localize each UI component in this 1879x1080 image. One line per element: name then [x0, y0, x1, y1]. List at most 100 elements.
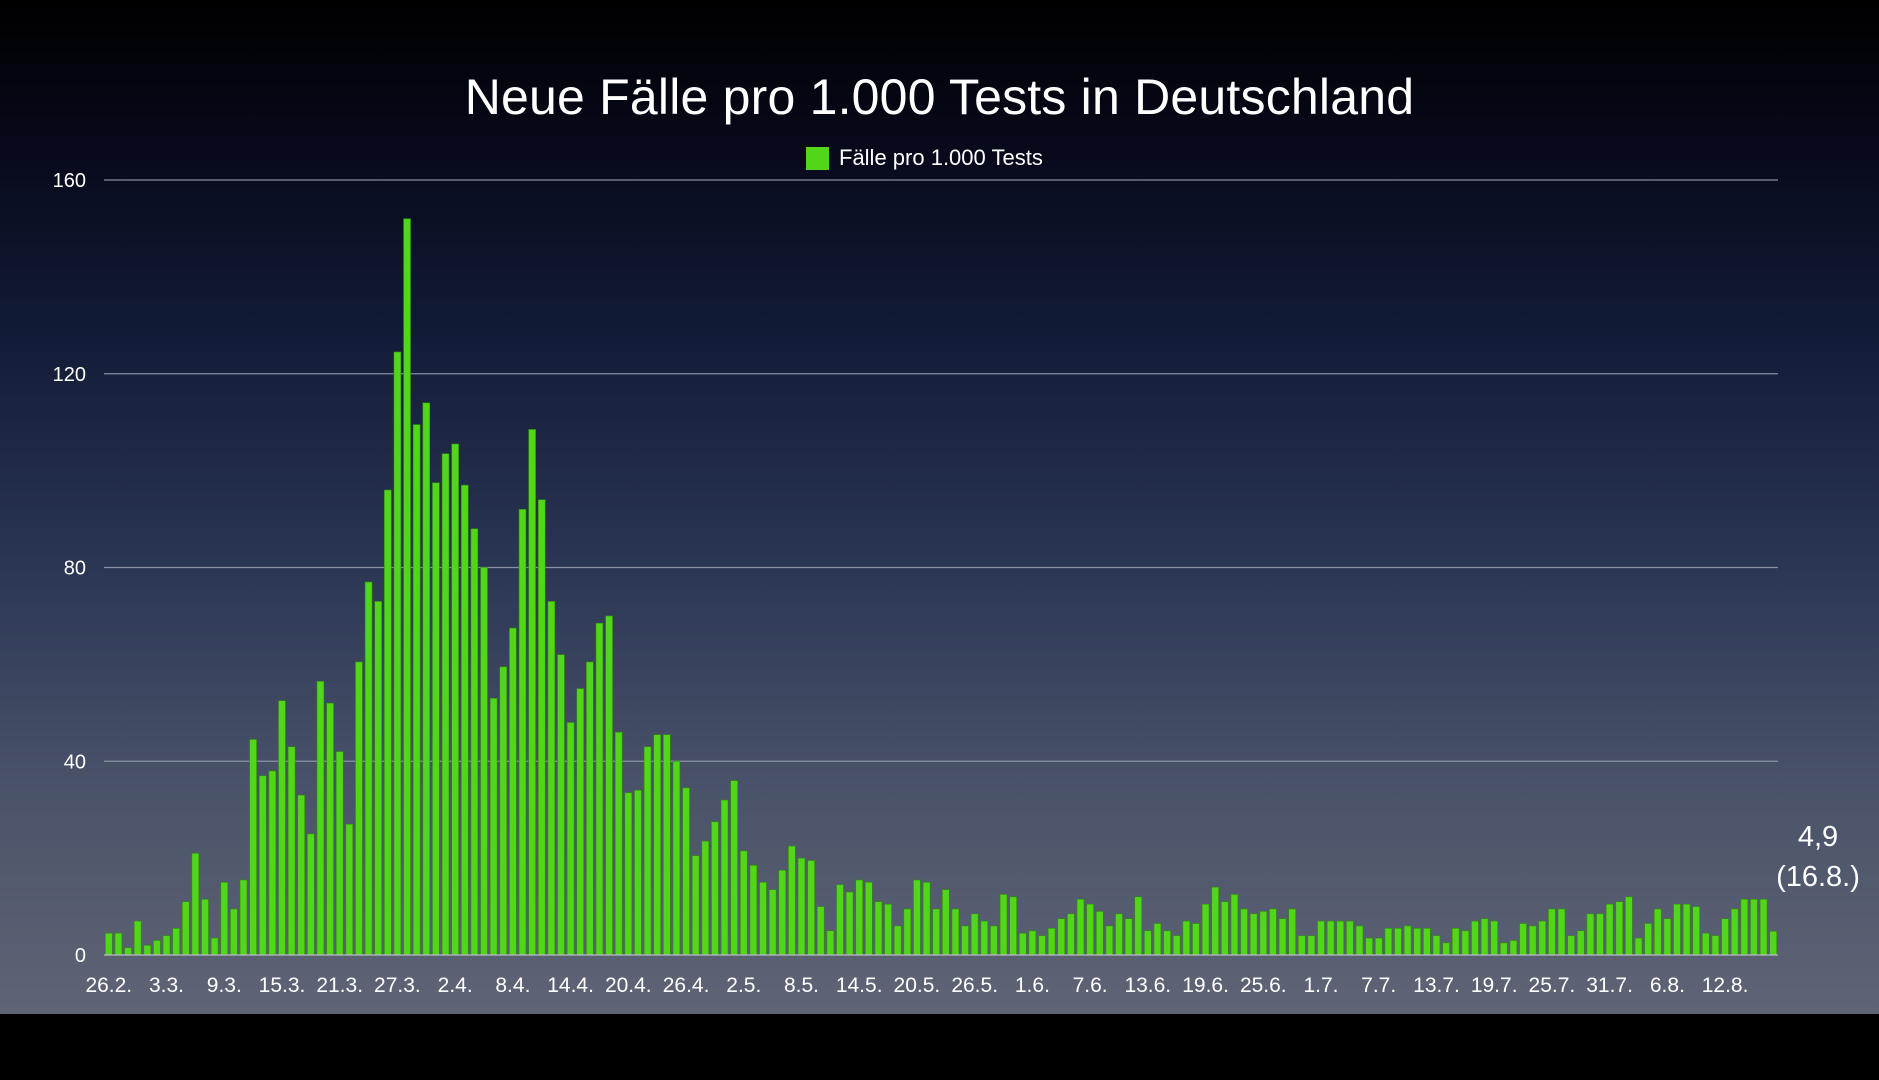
x-tick-label: 7.7.: [1361, 974, 1396, 997]
x-tick-label: 26.4.: [663, 974, 710, 997]
bar: [1394, 928, 1402, 956]
x-tick-label: 19.6.: [1182, 974, 1229, 997]
bar: [1519, 923, 1527, 956]
bar: [961, 925, 969, 956]
x-tick-label: 26.2.: [85, 974, 132, 997]
bar: [249, 739, 257, 956]
bar: [1163, 930, 1171, 956]
bar: [1105, 925, 1114, 956]
x-tick-label: 27.3.: [374, 974, 421, 997]
bar: [730, 780, 738, 956]
bar: [768, 889, 777, 956]
bar: [836, 884, 844, 956]
bar: [364, 581, 373, 956]
bar: [932, 908, 940, 956]
bar: [1721, 918, 1729, 956]
x-tick-label: 26.5.: [951, 974, 998, 997]
bar: [191, 852, 200, 956]
x-tick-label: 31.7.: [1586, 974, 1633, 997]
bar: [826, 930, 835, 956]
bar: [980, 920, 989, 956]
bar: [489, 697, 498, 956]
bar: [913, 879, 921, 956]
x-tick-label: 2.4.: [438, 974, 473, 997]
bar: [1692, 906, 1700, 956]
chart-title: Neue Fälle pro 1.000 Tests in Deutschlan…: [464, 69, 1415, 125]
x-tick-label: 19.7.: [1471, 974, 1518, 997]
bar: [297, 794, 305, 956]
x-tick-label: 9.3.: [207, 974, 242, 997]
bar: [1124, 918, 1133, 956]
bar: [1528, 925, 1537, 956]
bar: [855, 879, 863, 956]
bar: [1586, 913, 1595, 956]
bar: [1336, 920, 1345, 956]
bar: [566, 722, 575, 956]
bar: [1442, 942, 1450, 956]
bar: [942, 889, 950, 956]
x-tick-label: 14.4.: [547, 974, 594, 997]
bar: [201, 898, 209, 956]
bar: [1567, 935, 1575, 956]
bar: [1221, 901, 1229, 956]
bar: [1346, 920, 1354, 956]
bar: [672, 760, 681, 956]
bar: [1201, 903, 1210, 956]
x-tick-label: 20.4.: [605, 974, 652, 997]
x-tick-label: 1.6.: [1015, 974, 1050, 997]
bar: [1019, 932, 1027, 956]
bar: [1047, 928, 1056, 956]
letterbox-bar: [0, 1014, 1879, 1080]
bar: [1278, 918, 1287, 956]
bar: [1490, 920, 1498, 956]
bar: [797, 857, 806, 956]
x-tick-label: 8.4.: [495, 974, 530, 997]
bar: [643, 746, 652, 956]
bar: [807, 860, 815, 956]
bar: [1500, 942, 1508, 956]
bar: [903, 908, 912, 956]
bar: [1769, 930, 1777, 956]
bar: [865, 882, 873, 956]
bar: [1009, 896, 1017, 956]
annotation-date: (16.8.): [1776, 861, 1860, 893]
y-tick-label: 120: [53, 364, 86, 386]
x-tick-label: 25.7.: [1529, 974, 1576, 997]
bar: [182, 901, 190, 956]
bar: [1548, 908, 1556, 956]
bar: [403, 218, 411, 956]
bar: [1172, 935, 1181, 956]
bar: [1461, 930, 1470, 956]
bar: [335, 751, 344, 956]
bar: [230, 908, 238, 956]
bar: [1115, 913, 1123, 956]
bar: [518, 509, 527, 956]
bar: [1086, 903, 1094, 956]
bar: [1288, 908, 1296, 956]
legend-swatch: [806, 146, 829, 170]
bar: [634, 790, 642, 956]
bar: [1144, 930, 1152, 956]
bar: [1249, 913, 1258, 956]
bar: [143, 945, 152, 956]
bar: [1615, 901, 1624, 956]
bar: [432, 482, 440, 956]
bar: [1153, 923, 1162, 956]
bar: [1403, 925, 1412, 956]
bar: [1134, 896, 1142, 956]
y-tick-label: 80: [64, 558, 86, 580]
bar: [1057, 918, 1066, 956]
bar: [1028, 930, 1037, 956]
bar: [258, 775, 267, 956]
bar: [1451, 928, 1460, 956]
bar: [720, 799, 729, 956]
bar: [576, 688, 584, 956]
bar: [278, 700, 286, 956]
x-tick-label: 13.6.: [1124, 974, 1171, 997]
bar: [778, 869, 787, 956]
bar: [509, 627, 517, 956]
bar: [124, 947, 132, 956]
bar: [1644, 923, 1652, 956]
bar: [1702, 932, 1710, 956]
